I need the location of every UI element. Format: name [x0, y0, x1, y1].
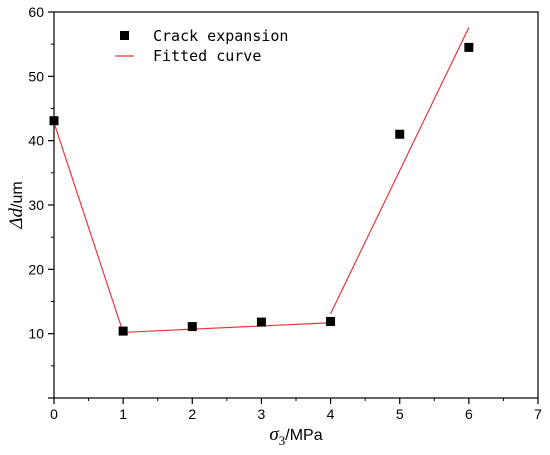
data-point	[256, 317, 266, 327]
y-tick-label: 20	[28, 261, 44, 277]
legend: Crack expansion Fitted curve	[115, 27, 288, 65]
data-point	[49, 116, 59, 126]
data-point	[464, 42, 474, 52]
x-tick-label: 7	[534, 406, 542, 422]
plot-frame	[53, 11, 539, 399]
data-point	[395, 129, 405, 139]
y-tick-label: 60	[28, 4, 44, 20]
data-points	[49, 42, 474, 336]
x-axis-title: σ3/MPa	[269, 424, 322, 448]
legend-label-fitted-curve: Fitted curve	[153, 47, 261, 65]
data-point	[118, 326, 128, 336]
data-point	[187, 322, 197, 332]
y-tick-label: 30	[28, 197, 44, 213]
data-point	[326, 316, 336, 326]
fitted-curve-segment	[330, 27, 470, 314]
legend-marker-crack-expansion	[120, 31, 129, 40]
x-tick-label: 4	[327, 406, 335, 422]
y-tick-label: 50	[28, 68, 44, 84]
legend-label-crack-expansion: Crack expansion	[153, 27, 288, 45]
x-tick-label: 2	[188, 406, 196, 422]
fitted-curve-segment	[53, 122, 124, 333]
x-tick-label: 1	[119, 406, 127, 422]
y-tick-label: 10	[28, 326, 44, 342]
y-axis-title: Δd/um	[6, 181, 27, 229]
x-tick-label: 6	[465, 406, 473, 422]
x-tick-label: 3	[258, 406, 266, 422]
fitted-curve-segment	[123, 322, 331, 333]
tick-labels: 0 1 2 3 4 5 6 7 10 20 30 40 50 60	[28, 4, 542, 422]
axis-ticks	[48, 11, 539, 404]
x-tick-label: 5	[396, 406, 404, 422]
x-tick-label: 0	[50, 406, 58, 422]
y-tick-label: 40	[28, 133, 44, 149]
fitted-curve-lines	[53, 27, 470, 333]
